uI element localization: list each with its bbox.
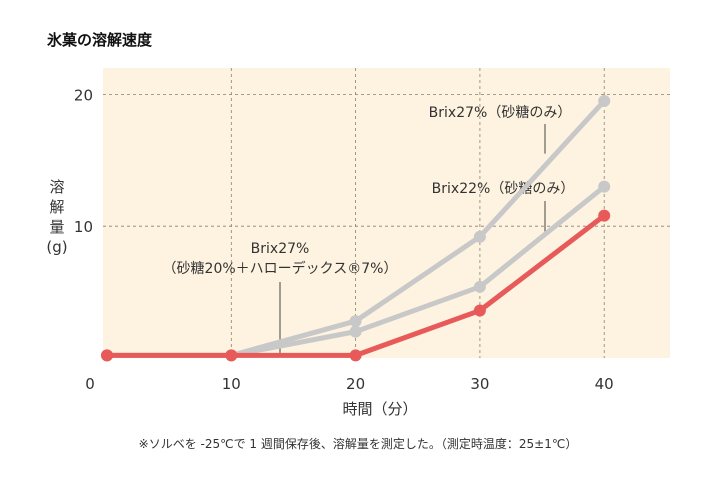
- x-axis-label: 時間（分）: [342, 400, 417, 418]
- data-point: [225, 349, 238, 362]
- plot-area: [103, 68, 670, 358]
- annotation-label: Brix27%（砂糖のみ）: [429, 105, 572, 121]
- annotation-label: Brix22%（砂糖のみ）: [432, 181, 575, 197]
- y-axis-label: 溶: [49, 178, 64, 196]
- chart-title: 氷菓の溶解速度: [47, 31, 153, 49]
- data-point: [473, 304, 486, 317]
- y-axis-label: 解: [49, 198, 64, 216]
- x-tick-label: 10: [222, 375, 241, 393]
- data-point: [349, 315, 362, 328]
- data-point: [349, 349, 362, 362]
- x-tick-label: 0: [85, 375, 95, 393]
- data-point: [598, 94, 611, 107]
- data-point: [473, 280, 486, 293]
- data-point: [101, 349, 113, 362]
- y-tick-label: 20: [74, 86, 93, 104]
- data-point: [473, 230, 486, 243]
- annotation-label: Brix27%: [251, 241, 310, 257]
- y-axis-label: (g): [46, 238, 67, 256]
- data-point: [349, 325, 362, 338]
- footnote: ※ソルベを -25℃で 1 週間保存後、溶解量を測定した。（測定時温度：25±1…: [139, 436, 578, 451]
- x-tick-label: 20: [346, 375, 365, 393]
- data-point: [598, 180, 611, 193]
- x-tick-label: 30: [470, 375, 489, 393]
- annotation-label: （砂糖20%＋ハローデックス®7%）: [163, 260, 398, 277]
- x-tick-label: 40: [595, 375, 614, 393]
- y-tick-label: 10: [74, 218, 93, 236]
- y-axis-label: 量: [49, 218, 64, 236]
- data-point: [598, 209, 611, 222]
